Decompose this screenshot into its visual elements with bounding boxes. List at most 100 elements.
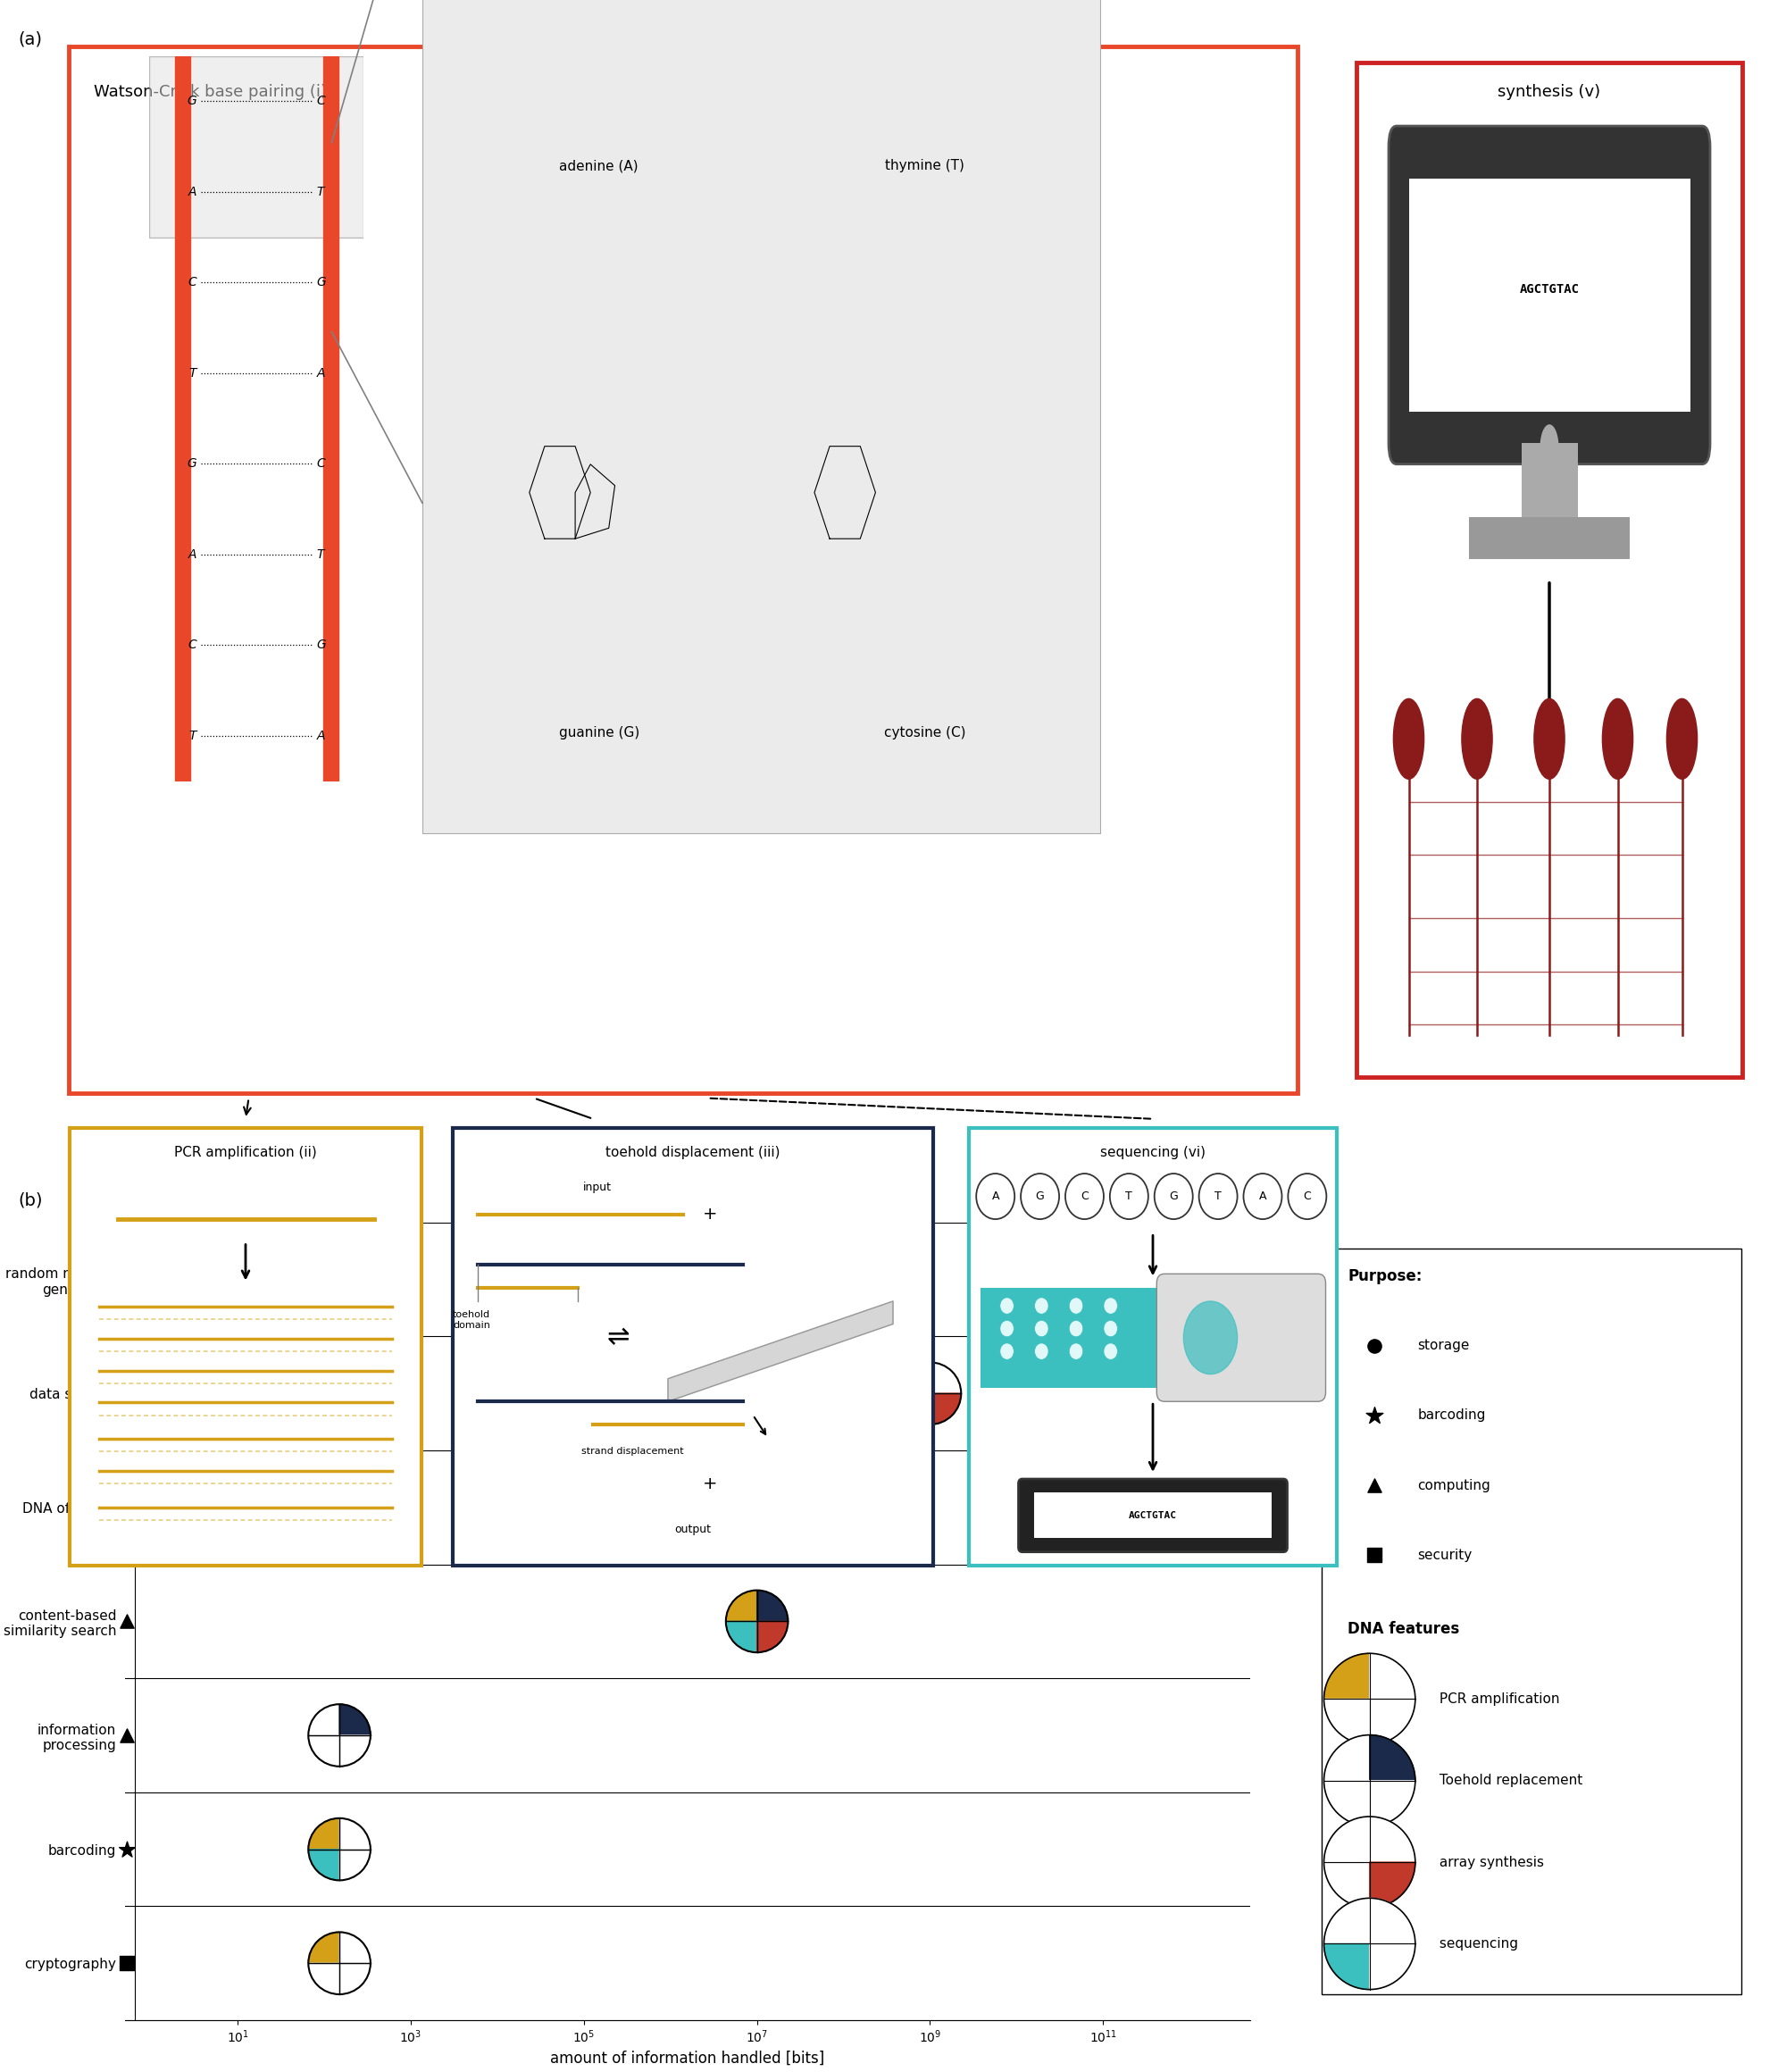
Text: C: C: [316, 458, 325, 470]
Point: [113, 1720, 141, 1753]
Point: [113, 1378, 141, 1411]
Polygon shape: [668, 1301, 893, 1401]
Text: C: C: [316, 95, 325, 108]
Text: C: C: [188, 276, 196, 288]
Point: [113, 1948, 141, 1981]
FancyBboxPatch shape: [150, 56, 364, 236]
Text: G: G: [1170, 1191, 1179, 1202]
FancyBboxPatch shape: [1357, 62, 1743, 1077]
Text: adenine (A): adenine (A): [559, 160, 639, 172]
Text: G: G: [1036, 1191, 1045, 1202]
FancyBboxPatch shape: [1034, 1492, 1272, 1537]
Text: T: T: [189, 367, 196, 379]
Point: [113, 1264, 141, 1297]
Text: +: +: [704, 1206, 718, 1222]
Text: G: G: [188, 458, 196, 470]
Text: (a): (a): [18, 31, 43, 48]
Wedge shape: [1370, 1780, 1415, 1825]
Wedge shape: [309, 1964, 339, 1993]
Wedge shape: [339, 1848, 370, 1879]
Text: A: A: [991, 1191, 998, 1202]
FancyBboxPatch shape: [454, 1127, 932, 1566]
Circle shape: [1534, 698, 1565, 779]
Circle shape: [1602, 698, 1632, 779]
Text: G: G: [316, 638, 327, 651]
Wedge shape: [1057, 1278, 1089, 1310]
Wedge shape: [1323, 1898, 1370, 1944]
Circle shape: [1461, 698, 1493, 779]
Wedge shape: [898, 1392, 931, 1423]
Wedge shape: [1027, 1249, 1057, 1278]
Wedge shape: [1370, 1699, 1415, 1745]
Text: C: C: [188, 638, 196, 651]
Wedge shape: [1057, 1249, 1089, 1278]
FancyBboxPatch shape: [1390, 126, 1711, 464]
Wedge shape: [725, 1508, 757, 1537]
Circle shape: [1541, 425, 1557, 472]
Wedge shape: [1323, 1944, 1370, 1989]
Wedge shape: [309, 1933, 339, 1964]
Text: C: C: [1304, 1191, 1311, 1202]
Wedge shape: [1323, 1780, 1370, 1825]
Ellipse shape: [1184, 1301, 1238, 1374]
Text: toehold
domain: toehold domain: [454, 1310, 491, 1330]
Circle shape: [1070, 1343, 1082, 1359]
Wedge shape: [1370, 1653, 1415, 1699]
FancyBboxPatch shape: [70, 1127, 421, 1566]
Circle shape: [1070, 1320, 1082, 1336]
FancyBboxPatch shape: [1468, 518, 1629, 559]
Wedge shape: [757, 1508, 788, 1537]
Wedge shape: [931, 1392, 961, 1423]
Wedge shape: [931, 1363, 961, 1392]
Text: Toehold replacement: Toehold replacement: [1436, 1774, 1582, 1788]
Text: sequencing: sequencing: [1436, 1937, 1518, 1950]
Text: strand displacement: strand displacement: [582, 1446, 684, 1457]
Circle shape: [1000, 1297, 1014, 1314]
Text: T: T: [189, 729, 196, 742]
Wedge shape: [339, 1964, 370, 1993]
Text: A: A: [188, 549, 196, 562]
Text: security: security: [1418, 1548, 1472, 1562]
Circle shape: [1034, 1320, 1048, 1336]
Wedge shape: [339, 1736, 370, 1765]
Text: AGCTGTAC: AGCTGTAC: [1129, 1510, 1177, 1521]
Text: ⇌: ⇌: [607, 1324, 629, 1351]
Wedge shape: [309, 1819, 339, 1848]
Wedge shape: [757, 1477, 788, 1508]
Wedge shape: [1323, 1699, 1370, 1745]
Point: [113, 1471, 141, 1504]
Wedge shape: [1370, 1863, 1415, 1908]
Point: [113, 1510, 141, 1544]
Wedge shape: [339, 1819, 370, 1848]
Point: [113, 1604, 141, 1637]
Text: (b): (b): [18, 1191, 43, 1208]
Text: +: +: [704, 1475, 718, 1492]
Circle shape: [1000, 1343, 1014, 1359]
Circle shape: [1393, 698, 1423, 779]
Text: array synthesis: array synthesis: [1436, 1857, 1545, 1869]
Text: DNA features: DNA features: [1348, 1620, 1459, 1637]
Circle shape: [1070, 1297, 1082, 1314]
Wedge shape: [1370, 1734, 1415, 1780]
Text: output: output: [675, 1523, 711, 1535]
Text: A: A: [316, 729, 325, 742]
Wedge shape: [757, 1591, 788, 1620]
FancyBboxPatch shape: [1018, 1479, 1288, 1552]
Wedge shape: [725, 1591, 757, 1620]
Text: toehold displacement (iii): toehold displacement (iii): [605, 1146, 780, 1160]
Wedge shape: [1323, 1817, 1370, 1863]
Text: guanine (G): guanine (G): [559, 725, 639, 740]
Wedge shape: [309, 1705, 339, 1736]
Text: T: T: [316, 186, 325, 199]
Text: Watson-Crick base pairing (i): Watson-Crick base pairing (i): [93, 83, 327, 99]
FancyBboxPatch shape: [981, 1287, 1157, 1388]
Text: input: input: [582, 1181, 611, 1193]
Wedge shape: [1323, 1734, 1370, 1780]
Text: T: T: [1214, 1191, 1222, 1202]
Wedge shape: [1370, 1898, 1415, 1944]
Wedge shape: [725, 1620, 757, 1651]
Text: T: T: [1125, 1191, 1132, 1202]
Circle shape: [1104, 1320, 1118, 1336]
Text: AGCTGTAC: AGCTGTAC: [1520, 284, 1579, 296]
Wedge shape: [1323, 1653, 1370, 1699]
